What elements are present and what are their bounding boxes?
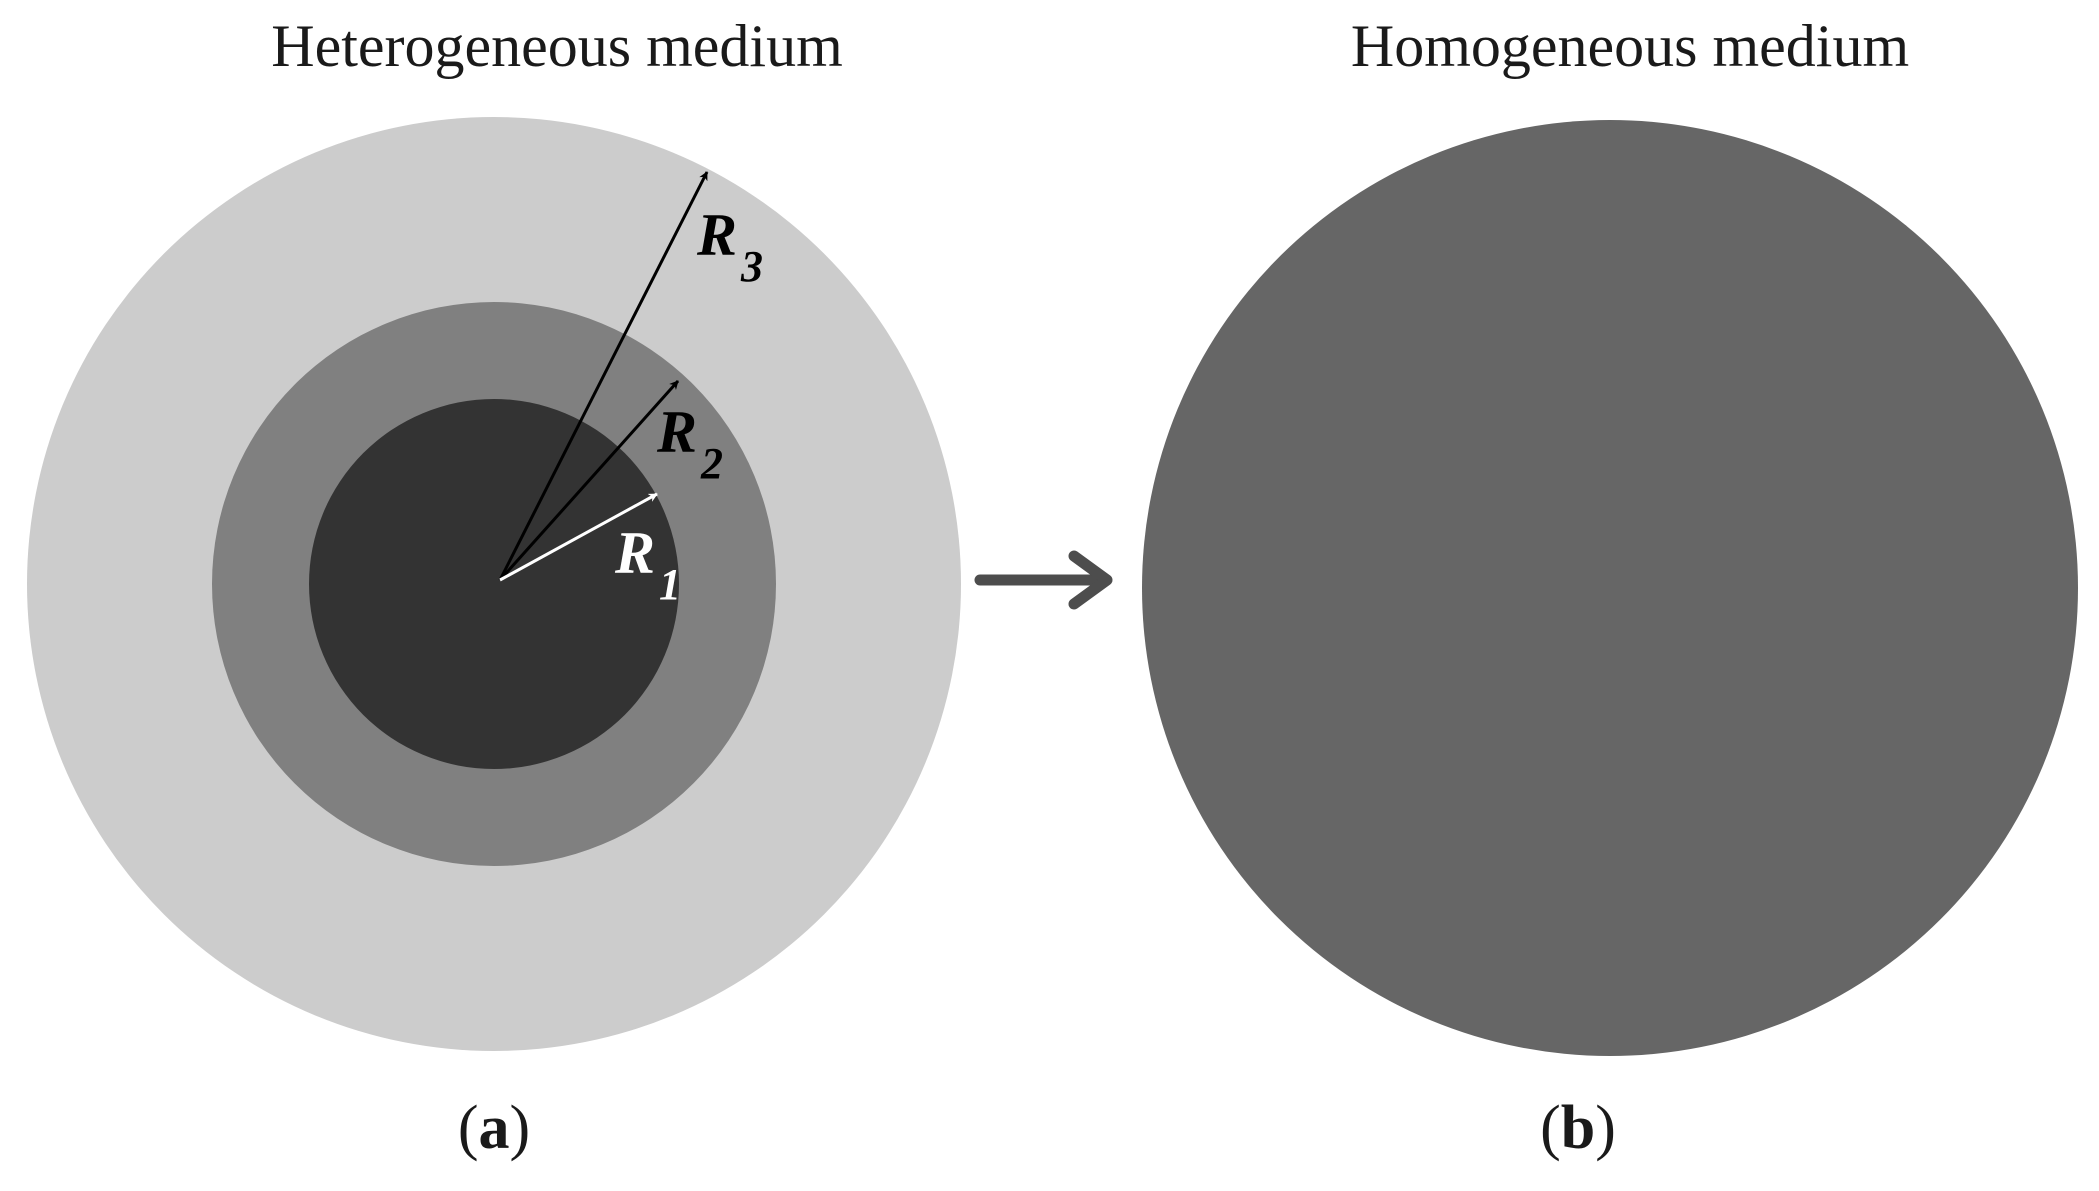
homogeneous-circle	[1142, 120, 2078, 1056]
panel-b-label: (b)	[1540, 1094, 1616, 1162]
transition-arrow	[974, 550, 1113, 610]
radius-r3-arrow	[498, 171, 709, 581]
panel-b: Homogeneous medium (b)	[1142, 13, 2078, 1162]
panel-b-title: Homogeneous medium	[1351, 13, 1909, 79]
radius-r3-label: R3	[696, 202, 763, 291]
radius-r1-subscript: 1	[659, 560, 681, 609]
panel-a: Heterogeneous medium R3 R2 R1 (a)	[27, 13, 961, 1162]
panel-a-label: (a)	[458, 1094, 530, 1162]
radius-r1-arrow	[499, 492, 658, 582]
radius-r3-symbol: R	[696, 202, 737, 268]
radius-r2-arrow	[498, 379, 680, 582]
radius-r1-label: R1	[614, 520, 681, 609]
panel-a-title: Heterogeneous medium	[271, 13, 843, 79]
radius-r1-symbol: R	[614, 520, 655, 586]
radius-r2-label: R2	[656, 399, 723, 488]
radius-r2-symbol: R	[656, 399, 697, 465]
inner-core-circle	[309, 399, 679, 769]
radius-r3-subscript: 3	[740, 242, 763, 291]
radius-r2-subscript: 2	[700, 439, 723, 488]
